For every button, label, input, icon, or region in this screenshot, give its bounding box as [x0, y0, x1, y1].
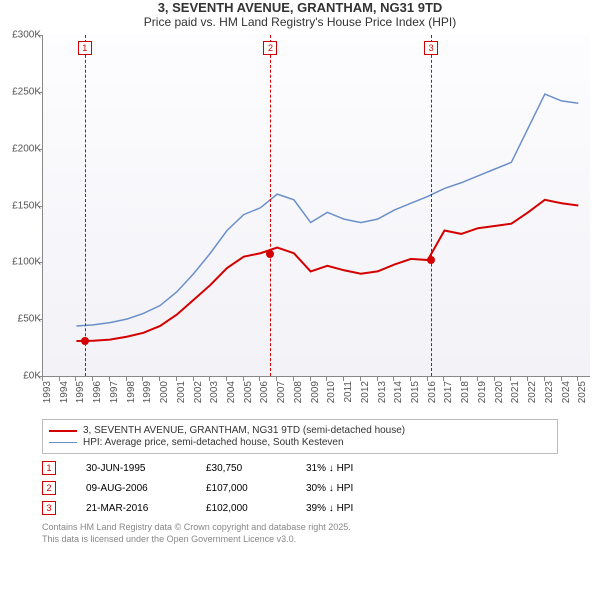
x-axis-label: 2025	[577, 381, 588, 403]
x-axis-label: 2021	[510, 381, 521, 403]
event-delta: 39% ↓ HPI	[306, 503, 386, 514]
x-axis-label: 2015	[410, 381, 421, 403]
event-price: £102,000	[206, 503, 276, 514]
legend-label: HPI: Average price, semi-detached house,…	[83, 437, 344, 448]
x-axis-label: 2009	[310, 381, 321, 403]
x-axis-ticks: 1993 1994 1995 1996 1997 1998 1999 2000 2001 2002…	[42, 377, 590, 413]
event-table: 1 30-JUN-1995 £30,750 31% ↓ HPI 2 09-AUG-2006…	[42, 458, 558, 518]
chart-title: 3, SEVENTH AVENUE, GRANTHAM, NG31 9TD	[0, 0, 600, 15]
y-axis-label: £150K	[1, 200, 41, 211]
event-date: 30-JUN-1995	[86, 463, 176, 474]
marker-line-3	[431, 35, 432, 376]
event-badge: 2	[42, 481, 56, 495]
x-axis-label: 2007	[276, 381, 287, 403]
legend: 3, SEVENTH AVENUE, GRANTHAM, NG31 9TD (s…	[42, 419, 558, 454]
footer-line1: Contains HM Land Registry data © Crown c…	[42, 522, 558, 534]
chart-subtitle: Price paid vs. HM Land Registry's House …	[0, 15, 600, 29]
event-row: 2 09-AUG-2006 £107,000 30% ↓ HPI	[42, 478, 558, 498]
plot-background: £0K£50K£100K£150K£200K£250K£300K123	[42, 35, 590, 377]
chart-area: £0K£50K£100K£150K£200K£250K£300K123	[42, 35, 590, 377]
footer-attribution: Contains HM Land Registry data © Crown c…	[42, 522, 558, 545]
x-axis-label: 1995	[75, 381, 86, 403]
event-row: 3 21-MAR-2016 £102,000 39% ↓ HPI	[42, 498, 558, 518]
event-date: 09-AUG-2006	[86, 483, 176, 494]
event-price: £107,000	[206, 483, 276, 494]
legend-row: 3, SEVENTH AVENUE, GRANTHAM, NG31 9TD (s…	[49, 425, 551, 436]
y-axis-label: £100K	[1, 257, 41, 268]
event-price: £30,750	[206, 463, 276, 474]
event-row: 1 30-JUN-1995 £30,750 31% ↓ HPI	[42, 458, 558, 478]
legend-label: 3, SEVENTH AVENUE, GRANTHAM, NG31 9TD (s…	[83, 425, 405, 436]
marker-dot-1	[81, 337, 89, 345]
x-axis-label: 2016	[427, 381, 438, 403]
x-axis-label: 2010	[326, 381, 337, 403]
x-axis-label: 2002	[193, 381, 204, 403]
x-axis-label: 2014	[393, 381, 404, 403]
x-axis-label: 1994	[59, 381, 70, 403]
x-axis-label: 1993	[42, 381, 53, 403]
x-axis-label: 2006	[259, 381, 270, 403]
y-axis-label: £0K	[1, 371, 41, 382]
x-axis-label: 2019	[477, 381, 488, 403]
marker-line-1	[85, 35, 86, 376]
x-axis-label: 2024	[561, 381, 572, 403]
y-axis-label: £300K	[1, 30, 41, 41]
footer-line2: This data is licensed under the Open Gov…	[42, 534, 558, 546]
y-axis-label: £250K	[1, 86, 41, 97]
series-price	[76, 200, 578, 341]
x-axis-label: 2005	[243, 381, 254, 403]
x-axis-label: 2018	[460, 381, 471, 403]
event-badge: 1	[42, 461, 56, 475]
event-date: 21-MAR-2016	[86, 503, 176, 514]
x-axis-label: 2023	[544, 381, 555, 403]
x-axis-label: 1998	[126, 381, 137, 403]
x-axis-label: 2011	[343, 381, 354, 403]
x-axis-label: 2008	[293, 381, 304, 403]
chart-lines	[43, 35, 590, 376]
event-delta: 30% ↓ HPI	[306, 483, 386, 494]
y-axis-label: £50K	[1, 314, 41, 325]
x-axis-label: 2003	[209, 381, 220, 403]
legend-swatch	[49, 442, 77, 444]
y-axis-label: £200K	[1, 143, 41, 154]
x-axis-label: 2022	[527, 381, 538, 403]
x-axis-label: 2020	[494, 381, 505, 403]
x-axis-label: 2012	[360, 381, 371, 403]
legend-row: HPI: Average price, semi-detached house,…	[49, 437, 551, 448]
legend-swatch	[49, 430, 77, 432]
x-axis-label: 1997	[109, 381, 120, 403]
marker-badge-2: 2	[263, 41, 277, 55]
event-delta: 31% ↓ HPI	[306, 463, 386, 474]
x-axis-label: 2001	[176, 381, 187, 403]
marker-badge-3: 3	[424, 41, 438, 55]
event-badge: 3	[42, 501, 56, 515]
x-axis-label: 2000	[159, 381, 170, 403]
marker-badge-1: 1	[78, 41, 92, 55]
x-axis-label: 2017	[443, 381, 454, 403]
marker-dot-2	[266, 250, 274, 258]
series-hpi	[76, 94, 578, 326]
marker-dot-3	[427, 256, 435, 264]
marker-line-2	[270, 35, 271, 376]
x-axis-label: 1996	[92, 381, 103, 403]
x-axis-label: 1999	[142, 381, 153, 403]
x-axis-label: 2004	[226, 381, 237, 403]
x-axis-label: 2013	[377, 381, 388, 403]
